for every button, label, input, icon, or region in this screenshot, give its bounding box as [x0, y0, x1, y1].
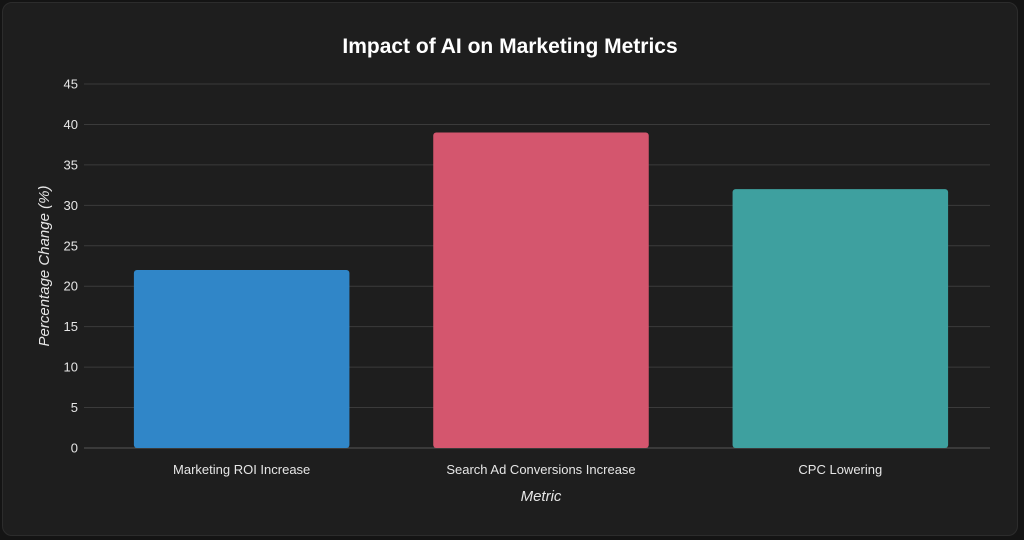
y-tick-label: 25	[64, 238, 78, 253]
y-tick-label: 10	[64, 360, 78, 375]
x-axis-ticks: Marketing ROI Increase Search Ad Conversi…	[173, 462, 882, 477]
bars	[133, 132, 949, 449]
bar[interactable]	[732, 189, 949, 448]
y-tick-label: 0	[71, 441, 78, 456]
y-tick-label: 15	[64, 319, 78, 334]
y-axis-title: Percentage Change (%)	[36, 186, 53, 347]
x-axis-title: Metric	[521, 488, 562, 505]
y-tick-label: 30	[64, 198, 78, 213]
bar[interactable]	[433, 132, 649, 449]
y-axis-ticks: 0 5 10 15 20 25 30 35 40 45	[64, 77, 78, 456]
x-tick-label: Marketing ROI Increase	[173, 462, 310, 477]
y-tick-label: 40	[64, 117, 78, 132]
y-tick-label: 20	[64, 279, 78, 294]
y-tick-label: 45	[64, 77, 78, 92]
chart-title: Impact of AI on Marketing Metrics	[342, 35, 677, 58]
bar[interactable]	[133, 270, 350, 448]
x-tick-label: Search Ad Conversions Increase	[446, 462, 635, 477]
y-tick-label: 35	[64, 157, 78, 172]
y-tick-label: 5	[71, 400, 78, 415]
x-tick-label: CPC Lowering	[798, 462, 882, 477]
